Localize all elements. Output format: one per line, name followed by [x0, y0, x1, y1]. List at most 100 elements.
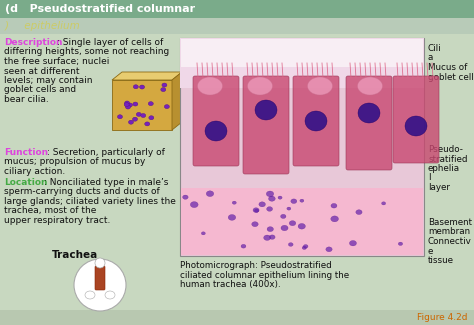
- Ellipse shape: [269, 196, 275, 201]
- Text: a: a: [428, 54, 433, 62]
- Ellipse shape: [133, 117, 137, 121]
- FancyBboxPatch shape: [293, 76, 339, 166]
- Ellipse shape: [398, 242, 403, 245]
- Text: the free surface; nuclei: the free surface; nuclei: [4, 57, 109, 66]
- Text: ciliated columnar epithelium lining the: ciliated columnar epithelium lining the: [180, 270, 349, 280]
- Ellipse shape: [198, 77, 222, 95]
- Bar: [0, 0, 474, 18]
- Ellipse shape: [252, 222, 258, 227]
- Ellipse shape: [105, 291, 115, 299]
- Text: Basement: Basement: [428, 218, 472, 227]
- Ellipse shape: [308, 77, 332, 95]
- Ellipse shape: [331, 216, 338, 222]
- FancyBboxPatch shape: [95, 266, 105, 290]
- FancyBboxPatch shape: [193, 76, 239, 166]
- Text: (d   Pseudostratified columnar: (d Pseudostratified columnar: [5, 4, 195, 14]
- Bar: [181, 39, 423, 67]
- Ellipse shape: [182, 195, 188, 199]
- Ellipse shape: [118, 115, 122, 119]
- Text: trachea, most of the: trachea, most of the: [4, 206, 96, 215]
- Bar: [180, 38, 424, 88]
- Text: : Nonciliated type in male’s: : Nonciliated type in male’s: [44, 178, 168, 187]
- Text: ciliary action.: ciliary action.: [4, 167, 65, 176]
- Ellipse shape: [357, 77, 383, 95]
- Bar: [112, 80, 172, 130]
- Ellipse shape: [126, 105, 130, 109]
- Ellipse shape: [331, 203, 337, 208]
- Ellipse shape: [241, 244, 246, 248]
- Bar: [0, 18, 474, 34]
- Ellipse shape: [288, 243, 293, 246]
- Ellipse shape: [267, 227, 273, 232]
- Ellipse shape: [205, 121, 227, 141]
- Text: ephelia: ephelia: [428, 164, 460, 173]
- FancyBboxPatch shape: [346, 76, 392, 170]
- Ellipse shape: [255, 209, 259, 212]
- Ellipse shape: [259, 202, 265, 207]
- Text: l: l: [428, 174, 430, 183]
- Text: Function: Function: [4, 148, 48, 157]
- Text: goblet cells and: goblet cells and: [4, 85, 76, 95]
- Ellipse shape: [281, 225, 288, 231]
- Ellipse shape: [247, 77, 273, 95]
- Ellipse shape: [201, 232, 205, 235]
- Text: goblet cell: goblet cell: [428, 72, 474, 82]
- Ellipse shape: [266, 207, 273, 211]
- Bar: [180, 38, 424, 256]
- Ellipse shape: [278, 196, 282, 199]
- Ellipse shape: [349, 240, 356, 246]
- Text: differing heights, some not reaching: differing heights, some not reaching: [4, 47, 169, 57]
- Text: membran: membran: [428, 227, 470, 237]
- Ellipse shape: [326, 247, 332, 252]
- Ellipse shape: [148, 102, 153, 106]
- Text: levels; may contain: levels; may contain: [4, 76, 92, 85]
- Text: Trachea: Trachea: [52, 250, 98, 260]
- Ellipse shape: [128, 120, 134, 124]
- Text: tissue: tissue: [428, 256, 454, 265]
- Ellipse shape: [164, 105, 169, 109]
- Ellipse shape: [141, 113, 146, 118]
- Text: Photomicrograph: Pseudostratified: Photomicrograph: Pseudostratified: [180, 261, 332, 270]
- Ellipse shape: [124, 103, 129, 107]
- Ellipse shape: [161, 88, 166, 92]
- Ellipse shape: [266, 191, 273, 197]
- Text: Pseudo-: Pseudo-: [428, 145, 463, 154]
- Text: Cili: Cili: [428, 44, 442, 53]
- Ellipse shape: [253, 208, 259, 213]
- Text: mucus; propulsion of mucus by: mucus; propulsion of mucus by: [4, 158, 146, 166]
- Ellipse shape: [356, 210, 362, 214]
- Text: : Secretion, particularly of: : Secretion, particularly of: [47, 148, 165, 157]
- Ellipse shape: [145, 122, 150, 126]
- Ellipse shape: [139, 85, 145, 89]
- FancyBboxPatch shape: [393, 76, 439, 163]
- Bar: [181, 188, 423, 255]
- Ellipse shape: [291, 199, 297, 203]
- Ellipse shape: [255, 100, 277, 120]
- Text: sperm-carrying ducts and ducts of: sperm-carrying ducts and ducts of: [4, 188, 160, 197]
- Ellipse shape: [289, 221, 296, 226]
- FancyBboxPatch shape: [243, 76, 289, 174]
- Ellipse shape: [162, 83, 167, 87]
- Text: upper respiratory tract.: upper respiratory tract.: [4, 216, 110, 225]
- Ellipse shape: [133, 102, 138, 106]
- Polygon shape: [112, 72, 182, 80]
- Ellipse shape: [305, 111, 327, 131]
- Text: human trachea (400x).: human trachea (400x).: [180, 280, 281, 289]
- Circle shape: [74, 259, 126, 311]
- Text: seen at different: seen at different: [4, 67, 80, 75]
- Text: Location: Location: [4, 178, 47, 187]
- Polygon shape: [172, 72, 182, 130]
- Bar: [0, 310, 474, 325]
- Ellipse shape: [191, 202, 198, 208]
- Ellipse shape: [269, 235, 275, 239]
- Ellipse shape: [287, 207, 291, 210]
- Text: Connectiv: Connectiv: [428, 237, 472, 246]
- Ellipse shape: [133, 85, 138, 89]
- Text: bear cilia.: bear cilia.: [4, 95, 49, 104]
- Text: Description: Description: [4, 38, 63, 47]
- Ellipse shape: [405, 116, 427, 136]
- Ellipse shape: [149, 116, 154, 120]
- Text: Figure 4.2d: Figure 4.2d: [418, 314, 468, 322]
- Ellipse shape: [137, 112, 141, 116]
- Ellipse shape: [382, 202, 386, 205]
